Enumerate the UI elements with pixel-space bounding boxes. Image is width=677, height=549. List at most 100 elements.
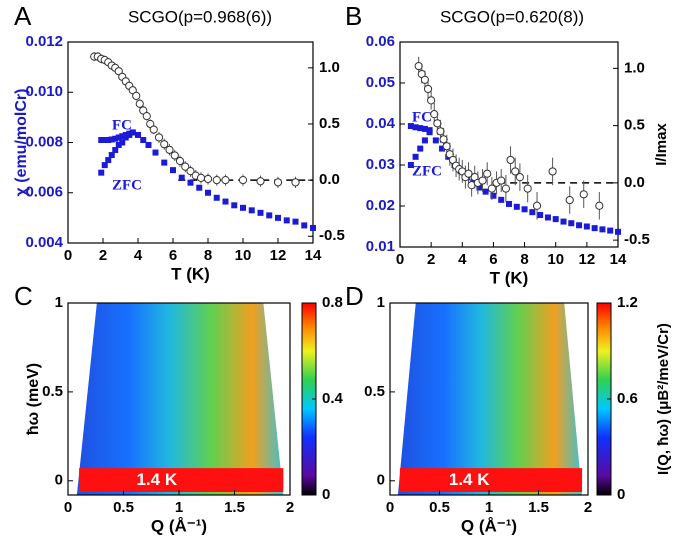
colorbar-tick-label: 0.6 xyxy=(617,390,638,407)
x-tick-label: 6 xyxy=(489,251,497,268)
data-point xyxy=(98,136,105,143)
data-point xyxy=(140,136,147,143)
y2-tick-label: 0.0 xyxy=(624,174,645,191)
data-point xyxy=(196,184,203,191)
x-tick-label: 8 xyxy=(520,251,528,268)
data-point xyxy=(256,177,265,186)
data-point xyxy=(414,61,423,71)
data-point xyxy=(417,145,424,152)
data-point xyxy=(149,125,158,134)
data-point xyxy=(108,136,115,143)
data-point xyxy=(432,137,439,144)
x-tick-label: 1 xyxy=(485,499,493,516)
data-point xyxy=(506,155,515,165)
data-point xyxy=(523,184,532,193)
series-label: ZFC xyxy=(112,177,142,193)
data-point xyxy=(421,125,428,132)
y-axis-label: ħω (meV) xyxy=(25,363,42,435)
data-point xyxy=(170,167,176,174)
data-point xyxy=(119,133,126,140)
colorbar-label: I(Q, ħω) (μB²/meV/Cr) xyxy=(655,323,672,475)
y-tick-label: 0.5 xyxy=(42,383,63,400)
data-point xyxy=(417,125,424,132)
data-point xyxy=(433,119,442,128)
data-point xyxy=(112,147,119,154)
x-tick-label: 1 xyxy=(175,499,183,516)
data-point xyxy=(427,96,436,105)
elastic-band xyxy=(399,468,583,492)
x-axis-label: Q (Å⁻¹) xyxy=(151,516,207,535)
data-point xyxy=(476,184,483,191)
x-axis-label: T (K) xyxy=(490,268,529,287)
elastic-band xyxy=(79,468,284,492)
data-point xyxy=(537,212,544,219)
colorbar-tick-label: 0.8 xyxy=(322,294,343,311)
data-point xyxy=(213,194,220,201)
y2-tick-label: 1.0 xyxy=(319,59,340,76)
y-tick-label: 0.05 xyxy=(366,74,395,91)
data-point xyxy=(430,110,439,119)
series-label: ZFC xyxy=(412,163,442,179)
data-point xyxy=(515,173,525,182)
data-point xyxy=(181,162,190,171)
colorbar-tick-label: 0.4 xyxy=(322,390,344,407)
data-point xyxy=(178,174,185,181)
data-point xyxy=(595,201,604,210)
y-axis-label: χ (emu/molCr) xyxy=(13,89,30,197)
y2-tick-label: 0.5 xyxy=(319,115,340,132)
y-tick-label: 0.004 xyxy=(25,234,63,251)
data-point xyxy=(119,139,126,146)
data-point xyxy=(442,142,451,151)
colorbar-tick-label: 0 xyxy=(322,486,330,503)
data-point xyxy=(161,159,168,166)
data-point xyxy=(154,133,164,142)
y-tick-label: 0.010 xyxy=(25,83,63,100)
data-point xyxy=(122,134,129,141)
y2-axis-label: I/Imax xyxy=(653,123,670,166)
data-point xyxy=(478,176,487,185)
data-point xyxy=(273,178,283,187)
x-tick-label: 4 xyxy=(134,247,143,264)
data-point xyxy=(135,131,141,138)
x-tick-label: 8 xyxy=(204,247,212,264)
data-point xyxy=(412,124,419,131)
y-tick-label: 0.006 xyxy=(25,184,63,201)
data-point xyxy=(221,176,230,185)
data-point xyxy=(552,216,559,223)
y-tick-label: 0.04 xyxy=(366,115,396,132)
y2-tick-label: -0.5 xyxy=(624,231,650,248)
x-tick-label: 2 xyxy=(286,499,294,516)
colorbar-tick-label: 1.2 xyxy=(617,294,638,311)
data-point xyxy=(170,151,179,160)
data-point xyxy=(135,99,144,108)
data-point xyxy=(248,207,255,214)
annotation: 1.4 K xyxy=(136,470,177,489)
panel-label: D xyxy=(345,281,364,311)
y2-tick-label: -0.5 xyxy=(319,227,345,244)
data-point xyxy=(115,134,122,141)
data-point xyxy=(98,169,105,176)
data-point xyxy=(175,156,185,166)
data-point xyxy=(579,190,588,199)
data-point xyxy=(423,84,433,94)
x-tick-label: 0 xyxy=(64,247,72,264)
panel-label: A xyxy=(14,1,32,31)
x-tick-label: 0 xyxy=(64,499,72,516)
data-point xyxy=(310,224,316,231)
y-tick-label: 0.02 xyxy=(366,197,395,214)
data-point xyxy=(420,75,430,84)
data-point xyxy=(544,214,551,221)
y-tick-label: 0.01 xyxy=(366,238,395,255)
data-point xyxy=(490,192,497,199)
data-point xyxy=(292,218,299,225)
data-point xyxy=(560,218,567,225)
x-tick-label: 2 xyxy=(584,499,592,516)
data-point xyxy=(506,200,512,207)
heatmap-image xyxy=(397,303,583,495)
data-point xyxy=(436,127,445,136)
x-axis-label: T (K) xyxy=(171,264,210,283)
y2-tick-label: 0.0 xyxy=(319,171,340,188)
data-point xyxy=(607,227,614,234)
plot-frame xyxy=(399,41,619,248)
data-point xyxy=(222,198,229,205)
